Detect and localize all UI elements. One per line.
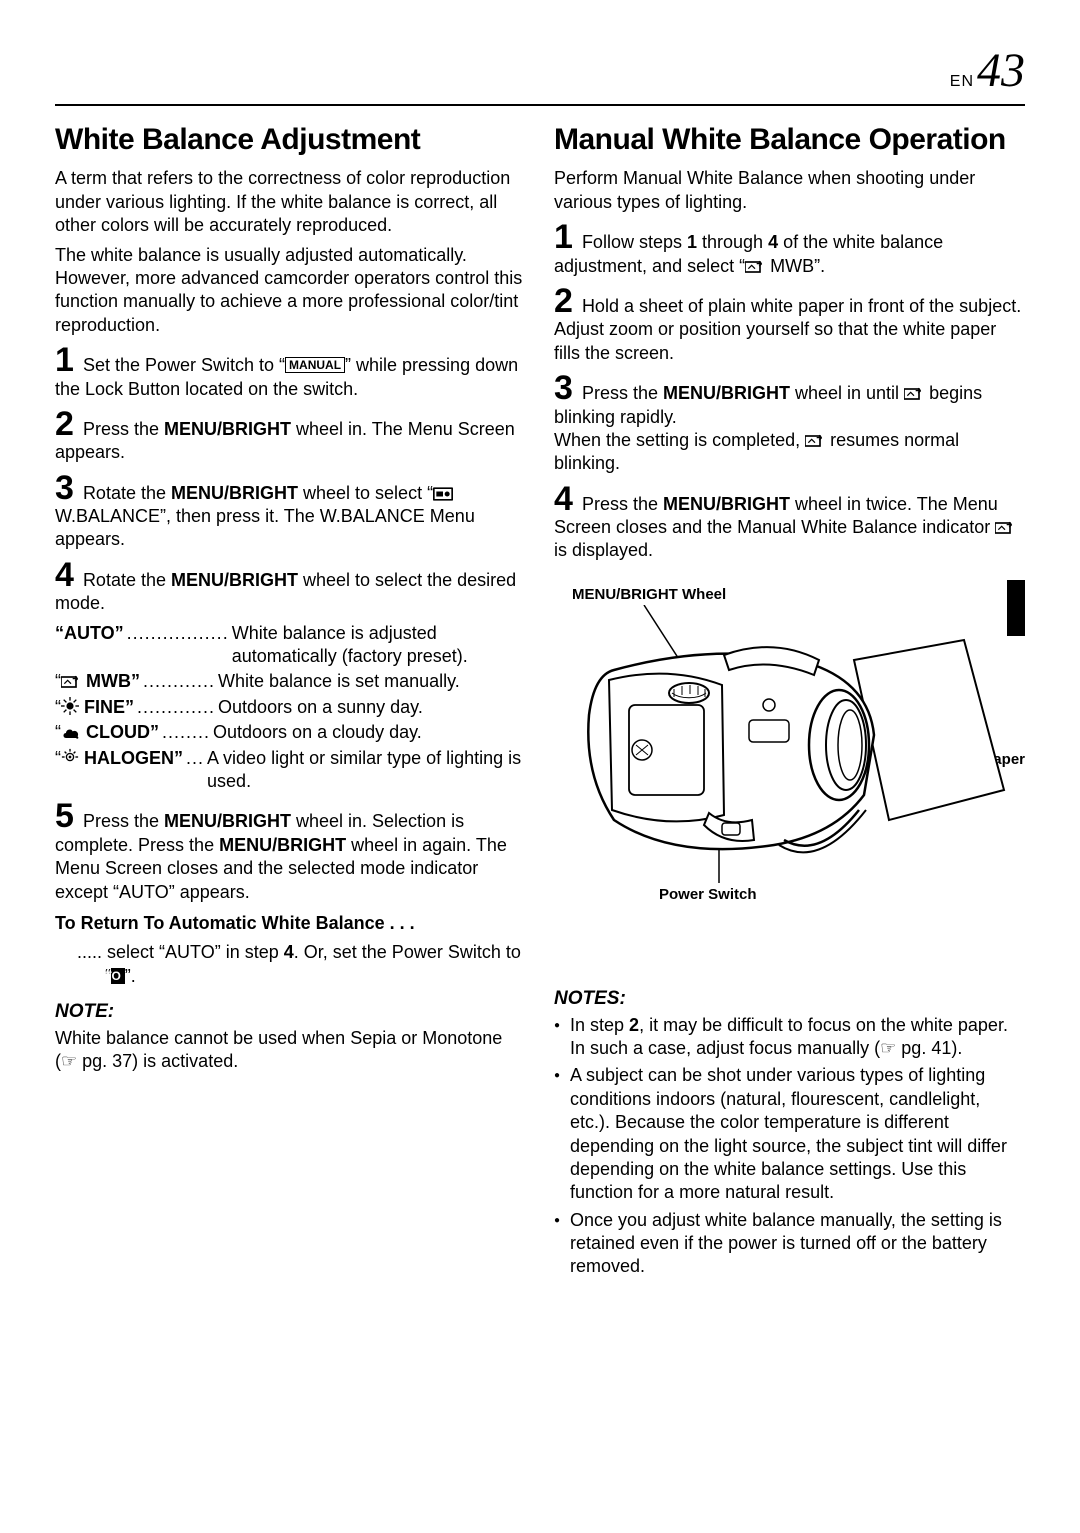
r-step-3: 3 Press the MENU/BRIGHT wheel in until b… xyxy=(554,371,1025,476)
lang-label: EN xyxy=(950,72,974,93)
step-num-1: 1 xyxy=(55,343,74,377)
step-num-5: 5 xyxy=(55,799,74,833)
section-title-left: White Balance Adjustment xyxy=(55,120,526,159)
step-num-3: 3 xyxy=(55,471,74,505)
manual-badge: MANUAL xyxy=(285,357,345,373)
note-item-1: In step 2, it may be difficult to focus … xyxy=(554,1014,1025,1061)
step-2: 2 Press the MENU/BRIGHT wheel in. The Me… xyxy=(55,407,526,465)
cloud-icon xyxy=(61,726,81,740)
section-title-right: Manual White Balance Operation xyxy=(554,120,1025,159)
mwb-icon xyxy=(995,521,1015,535)
note-item-2: A subject can be shot under various type… xyxy=(554,1064,1025,1204)
intro-right: Perform Manual White Balance when shooti… xyxy=(554,167,1025,214)
camcorder-illustration xyxy=(554,605,1024,915)
r-step-1: 1 Follow steps 1 through 4 of the white … xyxy=(554,220,1025,278)
return-heading: To Return To Automatic White Balance . .… xyxy=(55,912,526,935)
mwb-icon xyxy=(745,260,765,274)
r-step-2: 2 Hold a sheet of plain white paper in f… xyxy=(554,284,1025,365)
intro-2: The white balance is usually adjusted au… xyxy=(55,244,526,338)
step-5: 5 Press the MENU/BRIGHT wheel in. Select… xyxy=(55,799,526,904)
notes-label: NOTES: xyxy=(554,987,1025,1012)
note-body: White balance cannot be used when Sepia … xyxy=(55,1027,526,1074)
step-1: 1 Set the Power Switch to “MANUAL” while… xyxy=(55,343,526,401)
step-num-r4: 4 xyxy=(554,482,573,516)
mwb-icon xyxy=(904,387,924,401)
mwb-icon xyxy=(61,675,81,689)
mode-list: “AUTO” ................. White balance i… xyxy=(55,622,526,794)
return-body: ..... select “AUTO” in step 4. Or, set t… xyxy=(77,941,526,988)
page-number: 43 xyxy=(977,40,1025,102)
left-column: White Balance Adjustment A term that ref… xyxy=(55,120,526,1282)
sun-icon xyxy=(61,697,79,715)
notes-list: In step 2, it may be difficult to focus … xyxy=(554,1014,1025,1279)
right-column: Manual White Balance Operation Perform M… xyxy=(554,120,1025,1282)
auto-badge: AUTO xyxy=(111,968,125,984)
step-num-4: 4 xyxy=(55,558,74,592)
fig-label-wheel: MENU/BRIGHT Wheel xyxy=(572,585,726,605)
step-num-2: 2 xyxy=(55,407,74,441)
mwb-icon xyxy=(805,434,825,448)
step-num-r2: 2 xyxy=(554,284,573,318)
intro-1: A term that refers to the correctness of… xyxy=(55,167,526,237)
halogen-icon xyxy=(61,748,79,766)
camcorder-figure: MENU/BRIGHT Wheel White paper Power Swit… xyxy=(554,585,1025,975)
page-header: EN 43 xyxy=(55,40,1025,106)
camera-icon xyxy=(433,487,453,501)
note-item-3: Once you adjust white balance manually, … xyxy=(554,1209,1025,1279)
step-num-r1: 1 xyxy=(554,220,573,254)
step-4: 4 Rotate the MENU/BRIGHT wheel to select… xyxy=(55,558,526,616)
step-num-r3: 3 xyxy=(554,371,573,405)
note-label: NOTE: xyxy=(55,1000,526,1025)
r-step-4: 4 Press the MENU/BRIGHT wheel in twice. … xyxy=(554,482,1025,563)
step-3: 3 Rotate the MENU/BRIGHT wheel to select… xyxy=(55,471,526,552)
